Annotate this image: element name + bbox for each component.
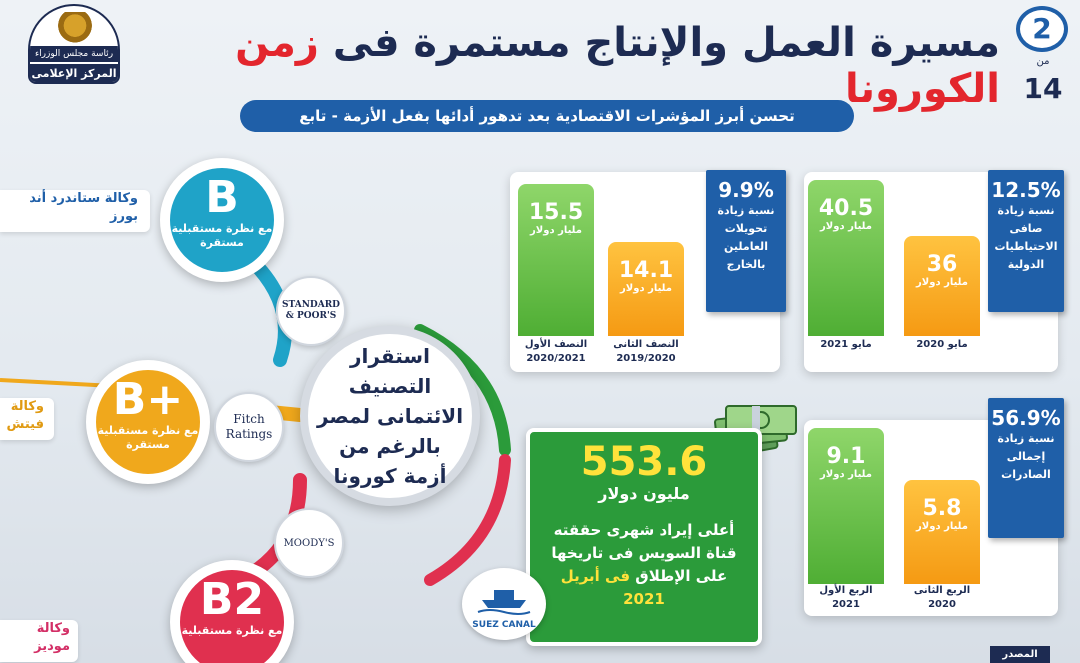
reserves-tag: 12.5% نسبة زيادة صافى الاحتياطيات الدولي…	[988, 170, 1064, 312]
exports-bar-second-value: 5.8	[922, 496, 962, 521]
remittances-bar-second-value: 14.1	[618, 258, 674, 283]
reserves-bar-second-label: مايو 2020	[916, 339, 968, 350]
exports-bar-second-label: الربع الثانى 2020	[913, 585, 971, 610]
logo-line2: المركز الإعلامى	[30, 64, 118, 82]
suez-canal-logo: SUEZ CANAL	[462, 568, 546, 640]
suez-description: أعلى إيراد شهرى حققته قناة السويس فى تار…	[530, 519, 758, 611]
rating-center-text: استقرار التصنيف الائتمانى لمصر بالرغم من…	[316, 344, 464, 488]
remittances-tag: 9.9% نسبة زيادة تحويلات العاملين بالخارج	[706, 170, 786, 312]
sp-logo: STANDARD & POOR'S	[276, 276, 346, 346]
agency-tab-sp	[0, 190, 150, 232]
suez-desc-prefix: أعلى إيراد شهرى حققته قناة السويس فى تار…	[551, 521, 737, 585]
reserves-bar-first-label: مايو 2021	[820, 339, 872, 350]
exports-tag-pct: 56.9%	[991, 406, 1061, 430]
agency-label-sp: وكالة ستاندرد أند بورز	[29, 191, 138, 224]
subtitle-banner: تحسن أبرز المؤشرات الاقتصادية بعد تدهور …	[240, 100, 854, 132]
page-title: مسيرة العمل والإنتاج مستمرة فى زمن الكور…	[140, 20, 1000, 112]
logo-line1: رئاسة مجلس الوزراء	[30, 46, 118, 62]
reserves-bar-second-value: 36	[926, 252, 958, 277]
title-main: مسيرة العمل والإنتاج مستمرة فى	[332, 20, 1000, 66]
suez-unit: مليون دولار	[598, 484, 690, 503]
agency-label-moodys: وكالة موديز	[34, 621, 70, 654]
ship-icon	[477, 590, 531, 615]
rating-outlook-moodys: مع نظرة مستقبلية	[181, 624, 283, 637]
eagle-emblem-icon	[56, 12, 94, 46]
source-label: المصدر	[990, 646, 1050, 663]
remittances-bar-first-unit: مليار دولار	[530, 225, 582, 236]
reserves-tag-desc: نسبة زيادة صافى الاحتياطيات الدولية	[994, 204, 1058, 271]
remittances-tag-desc: نسبة زيادة تحويلات العاملين بالخارج	[717, 204, 775, 271]
rating-circle-sp: B مع نظرة مستقبلية مستقرة	[160, 158, 284, 282]
agency-tab-fitch	[0, 398, 54, 440]
reserves-bar-first-value: 40.5	[818, 196, 874, 221]
reserves-bar-second-unit: مليار دولار	[916, 277, 968, 288]
exports-bar-first-value: 9.1	[826, 444, 866, 469]
fitch-logo: Fitch Ratings	[214, 392, 284, 462]
remittances-bar-first: 15.5 مليار دولار	[518, 184, 594, 336]
exports-bar-first-unit: مليار دولار	[820, 469, 872, 480]
reserves-bar-first: 40.5 مليار دولار	[808, 180, 884, 336]
moodys-logo: MOODY'S	[274, 508, 344, 578]
page-number-badge: 2	[1016, 6, 1068, 52]
suez-revenue-box: 553.6 مليون دولار أعلى إيراد شهرى حققته …	[526, 428, 762, 646]
title-accent: زمن الكورونا	[235, 20, 1000, 112]
remittances-bar-second-unit: مليار دولار	[620, 283, 672, 294]
exports-bar-first: 9.1 مليار دولار	[808, 428, 884, 584]
reserves-bar-first-unit: مليار دولار	[820, 221, 872, 232]
cabinet-logo: رئاسة مجلس الوزراء المركز الإعلامى	[28, 4, 120, 84]
suez-value: 553.6	[580, 439, 708, 485]
remittances-bar-first-label: النصف الأول 2020/2021	[524, 339, 588, 364]
remittances-tag-pct: 9.9%	[718, 178, 774, 202]
rating-grade-fitch: B+	[112, 374, 184, 425]
remittances-bar-first-value: 15.5	[528, 200, 584, 225]
rating-grade-sp: B	[205, 172, 239, 223]
suez-desc-highlight: فى أبريل 2021	[560, 567, 665, 608]
exports-bar-second: 5.8 مليار دولار	[904, 480, 980, 584]
rating-circle-moodys: B2 مع نظرة مستقبلية	[170, 560, 294, 663]
suez-logo-text: SUEZ CANAL	[472, 620, 536, 630]
exports-bar-first-label: الربع الأول 2021	[819, 585, 873, 610]
agency-tab-moodys	[0, 620, 78, 662]
agency-label-fitch: وكالة فيتش	[6, 399, 44, 432]
page-total: 14	[1023, 72, 1063, 105]
remittances-bar-second-label: النصف الثانى 2019/2020	[613, 339, 679, 364]
reserves-bar-second: 36 مليار دولار	[904, 236, 980, 336]
reserves-tag-pct: 12.5%	[991, 178, 1061, 202]
exports-bar-second-unit: مليار دولار	[916, 521, 968, 532]
rating-outlook-sp: مع نظرة مستقبلية مستقرة	[171, 222, 273, 249]
remittances-bar-second: 14.1 مليار دولار	[608, 242, 684, 336]
exports-tag-desc: نسبة زيادة إجمالى الصادرات	[997, 432, 1055, 481]
exports-tag: 56.9% نسبة زيادة إجمالى الصادرات	[988, 398, 1064, 538]
rating-center-circle: استقرار التصنيف الائتمانى لمصر بالرغم من…	[300, 326, 480, 506]
rating-circle-fitch: B+ مع نظرة مستقبلية مستقرة	[86, 360, 210, 484]
page-of-label: من	[1036, 56, 1050, 67]
rating-outlook-fitch: مع نظرة مستقبلية مستقرة	[97, 424, 199, 451]
rating-grade-moodys: B2	[199, 574, 265, 625]
